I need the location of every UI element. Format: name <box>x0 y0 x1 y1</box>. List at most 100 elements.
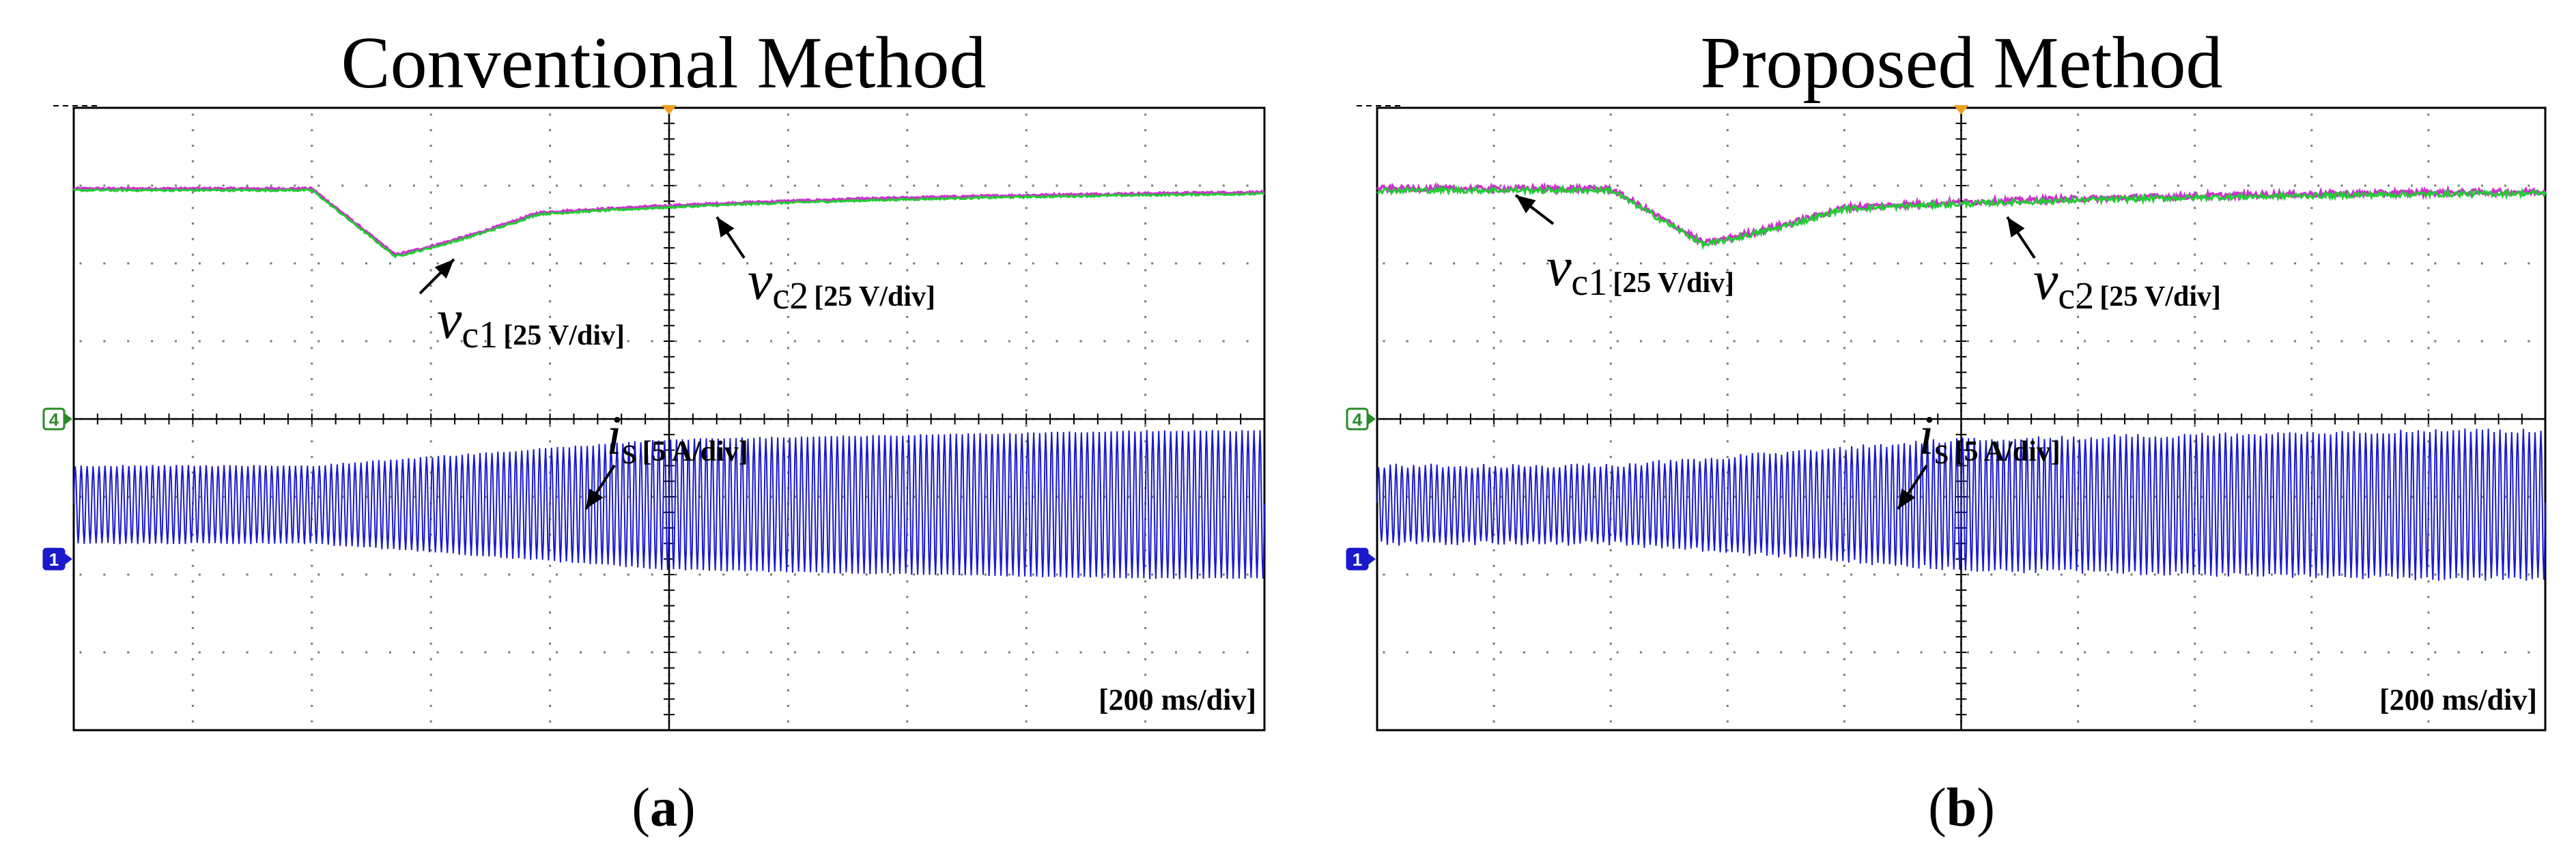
grid-dot <box>191 720 194 723</box>
grid-dot <box>1079 340 1082 343</box>
grid-dot <box>1570 651 1572 654</box>
grid-dot <box>1843 129 1845 132</box>
grid-dot <box>2427 222 2430 225</box>
grid-dot <box>1492 315 1495 318</box>
grid-dot <box>2427 237 2430 240</box>
grid-dot <box>1025 626 1028 629</box>
grid-dot <box>412 495 415 498</box>
grid-dot <box>579 184 582 187</box>
grid-dot <box>579 573 582 576</box>
grid-dot <box>191 237 194 240</box>
grid-dot <box>311 237 313 240</box>
grid-dot <box>1850 262 1852 265</box>
grid-dot <box>1843 580 1845 583</box>
grid-dot <box>2084 262 2086 265</box>
grid-dot <box>1127 495 1130 498</box>
grid-dot <box>1843 160 1845 162</box>
grid-dot <box>2504 340 2507 343</box>
grid-dot <box>906 315 909 318</box>
grid-dot <box>2194 456 2196 459</box>
grid-dot <box>984 651 987 654</box>
channel-marker: 1 <box>1346 547 1376 570</box>
grid-dot <box>549 285 552 287</box>
grid-dot <box>436 573 439 576</box>
grid-dot <box>2270 262 2273 265</box>
grid-dot <box>1144 674 1147 676</box>
grid-dot <box>1492 704 1495 707</box>
grid-dot <box>2427 315 2430 318</box>
grid-dot <box>1144 253 1147 256</box>
grid-dot <box>1453 495 1456 498</box>
grid-dot <box>2194 720 2196 723</box>
grid-dot <box>865 340 868 343</box>
grid-dot <box>1733 340 1736 343</box>
grid-dot <box>2310 596 2313 598</box>
grid-dot <box>1008 184 1010 187</box>
grid-dot <box>1174 262 1177 265</box>
grid-dot <box>1383 262 1385 265</box>
grid-dot <box>2504 573 2507 576</box>
grid-dot <box>317 184 320 187</box>
grid-dot <box>1025 440 1028 443</box>
grid-dot <box>191 626 194 629</box>
grid-dot <box>191 175 194 178</box>
grid-dot <box>2364 340 2366 343</box>
grid-dot <box>1609 315 1612 318</box>
grid-dot <box>341 340 344 343</box>
grid-dot <box>2077 704 2080 707</box>
grid-dot <box>388 340 391 343</box>
grid-dot <box>1144 300 1147 303</box>
grid-dot <box>787 237 789 240</box>
grid-dot <box>1198 340 1201 343</box>
grid-dot <box>429 160 432 162</box>
grid-dot <box>1609 564 1612 567</box>
grid-dot <box>1570 495 1572 498</box>
grid-dot <box>2294 573 2297 576</box>
grid-dot <box>961 495 963 498</box>
grid-dot <box>2077 191 2080 194</box>
grid-dot <box>2194 674 2196 676</box>
grid-dot <box>294 184 296 187</box>
grid-dot <box>460 573 463 576</box>
grid-dot <box>2310 704 2313 707</box>
grid-dot <box>2310 409 2313 411</box>
grid-dot <box>770 651 773 654</box>
grid-dot <box>1593 184 1596 187</box>
grid-dot <box>1025 237 1028 240</box>
grid-dot <box>2077 409 2080 411</box>
grid-dot <box>2107 184 2110 187</box>
grid-dot <box>906 269 909 272</box>
grid-dot <box>222 573 225 576</box>
grid-dot <box>1609 331 1612 334</box>
grid-dot <box>1873 573 1876 576</box>
grid-dot <box>2013 573 2016 576</box>
grid-dot <box>2317 184 2320 187</box>
grid-dot <box>1429 262 1432 265</box>
grid-dot <box>1726 129 1729 132</box>
grid-dot <box>787 129 789 132</box>
grid-dot <box>1990 340 1993 343</box>
grid-dot <box>1616 573 1619 576</box>
grid-dot <box>889 651 892 654</box>
grid-dot <box>2077 456 2080 459</box>
grid-dot <box>429 704 432 707</box>
grid-dot <box>1103 651 1106 654</box>
series-label-text: vc2 [25 V/div] <box>2033 249 2221 317</box>
grid-dot <box>1174 651 1177 654</box>
series-label-text: vc2 [25 V/div] <box>748 249 935 317</box>
grid-dot <box>1990 651 1993 654</box>
grid-dot <box>793 651 796 654</box>
grid-dot <box>2427 253 2430 256</box>
grid-dot <box>1873 262 1876 265</box>
grid-dot <box>2060 340 2063 343</box>
grid-dot <box>787 191 789 194</box>
grid-dot <box>2310 285 2313 287</box>
grid-dot <box>127 184 130 187</box>
grid-dot <box>388 651 391 654</box>
grid-dot <box>2457 495 2460 498</box>
grid-dot <box>2130 340 2133 343</box>
grid-dot <box>2060 573 2063 576</box>
grid-dot <box>1032 340 1034 343</box>
grid-dot <box>1663 495 1666 498</box>
grid-dot <box>746 262 749 265</box>
